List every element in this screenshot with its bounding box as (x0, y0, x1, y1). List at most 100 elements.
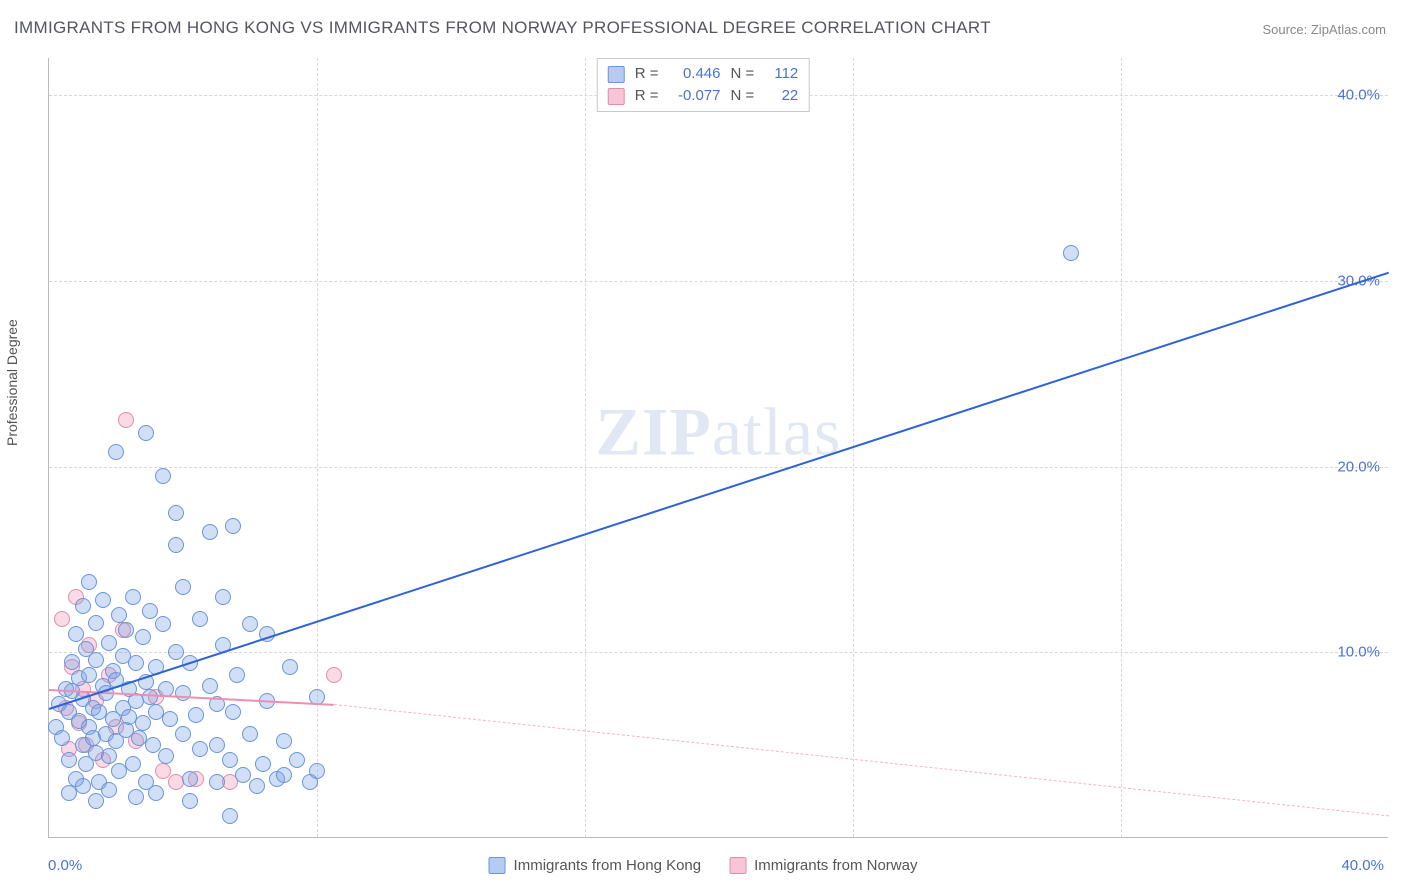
data-point (175, 726, 191, 742)
data-point (326, 667, 342, 683)
data-point (125, 756, 141, 772)
data-point (88, 615, 104, 631)
data-point (229, 667, 245, 683)
gridline-horizontal (49, 652, 1388, 653)
data-point (61, 752, 77, 768)
data-point (125, 589, 141, 605)
data-point (135, 629, 151, 645)
data-point (101, 782, 117, 798)
y-tick-label: 10.0% (1337, 644, 1380, 661)
data-point (54, 730, 70, 746)
gridline-horizontal (49, 467, 1388, 468)
data-point (175, 579, 191, 595)
data-point (222, 752, 238, 768)
chart-container: IMMIGRANTS FROM HONG KONG VS IMMIGRANTS … (0, 0, 1406, 892)
n-label: N = (731, 85, 755, 107)
source-attribution: Source: ZipAtlas.com (1262, 22, 1386, 37)
data-point (88, 652, 104, 668)
data-point (101, 635, 117, 651)
data-point (182, 771, 198, 787)
data-point (158, 748, 174, 764)
data-point (242, 616, 258, 632)
data-point (162, 711, 178, 727)
data-point (209, 737, 225, 753)
r-value-blue: 0.446 (669, 63, 721, 85)
correlation-summary-box: R = 0.446 N = 112 R = -0.077 N = 22 (597, 58, 810, 112)
gridline-vertical (1121, 58, 1122, 837)
data-point (289, 752, 305, 768)
data-point (192, 611, 208, 627)
data-point (188, 707, 204, 723)
trend-line (334, 704, 1389, 816)
data-point (282, 659, 298, 675)
legend-label-pink: Immigrants from Norway (754, 857, 917, 874)
data-point (168, 505, 184, 521)
r-label: R = (635, 85, 659, 107)
gridline-horizontal (49, 281, 1388, 282)
data-point (54, 611, 70, 627)
data-point (202, 524, 218, 540)
data-point (118, 622, 134, 638)
swatch-pink-icon (608, 88, 625, 105)
data-point (202, 678, 218, 694)
data-point (309, 763, 325, 779)
data-point (61, 785, 77, 801)
data-point (168, 644, 184, 660)
data-point (276, 733, 292, 749)
data-point (75, 598, 91, 614)
data-point (148, 785, 164, 801)
n-value-pink: 22 (764, 85, 798, 107)
r-label: R = (635, 63, 659, 85)
data-point (215, 589, 231, 605)
data-point (182, 793, 198, 809)
gridline-vertical (317, 58, 318, 837)
n-label: N = (731, 63, 755, 85)
trend-line (49, 272, 1390, 710)
y-tick-label: 40.0% (1337, 87, 1380, 104)
swatch-blue-icon (608, 66, 625, 83)
data-point (276, 767, 292, 783)
data-point (155, 616, 171, 632)
data-point (225, 704, 241, 720)
data-point (1063, 245, 1079, 261)
chart-title: IMMIGRANTS FROM HONG KONG VS IMMIGRANTS … (14, 18, 991, 38)
data-point (81, 667, 97, 683)
gridline-vertical (585, 58, 586, 837)
swatch-blue-icon (489, 857, 506, 874)
summary-row-pink: R = -0.077 N = 22 (608, 85, 799, 107)
data-point (225, 518, 241, 534)
data-point (101, 748, 117, 764)
data-point (138, 425, 154, 441)
x-tick-max: 40.0% (1341, 857, 1384, 874)
data-point (255, 756, 271, 772)
legend-label-blue: Immigrants from Hong Kong (514, 857, 702, 874)
data-point (235, 767, 251, 783)
x-tick-0: 0.0% (48, 857, 82, 874)
data-point (142, 603, 158, 619)
data-point (128, 655, 144, 671)
swatch-pink-icon (729, 857, 746, 874)
legend: Immigrants from Hong Kong Immigrants fro… (489, 857, 918, 874)
data-point (192, 741, 208, 757)
plot-area: ZIPatlas 10.0%20.0%30.0%40.0% (48, 58, 1388, 838)
data-point (168, 537, 184, 553)
data-point (95, 592, 111, 608)
data-point (108, 444, 124, 460)
n-value-blue: 112 (764, 63, 798, 85)
data-point (222, 808, 238, 824)
watermark: ZIPatlas (596, 392, 842, 471)
data-point (111, 607, 127, 623)
data-point (142, 689, 158, 705)
data-point (118, 412, 134, 428)
data-point (242, 726, 258, 742)
summary-row-blue: R = 0.446 N = 112 (608, 63, 799, 85)
data-point (209, 774, 225, 790)
data-point (81, 574, 97, 590)
y-tick-label: 20.0% (1337, 458, 1380, 475)
data-point (175, 685, 191, 701)
legend-item-pink: Immigrants from Norway (729, 857, 917, 874)
data-point (68, 626, 84, 642)
y-axis-title: Professional Degree (4, 319, 20, 446)
r-value-pink: -0.077 (669, 85, 721, 107)
data-point (64, 654, 80, 670)
